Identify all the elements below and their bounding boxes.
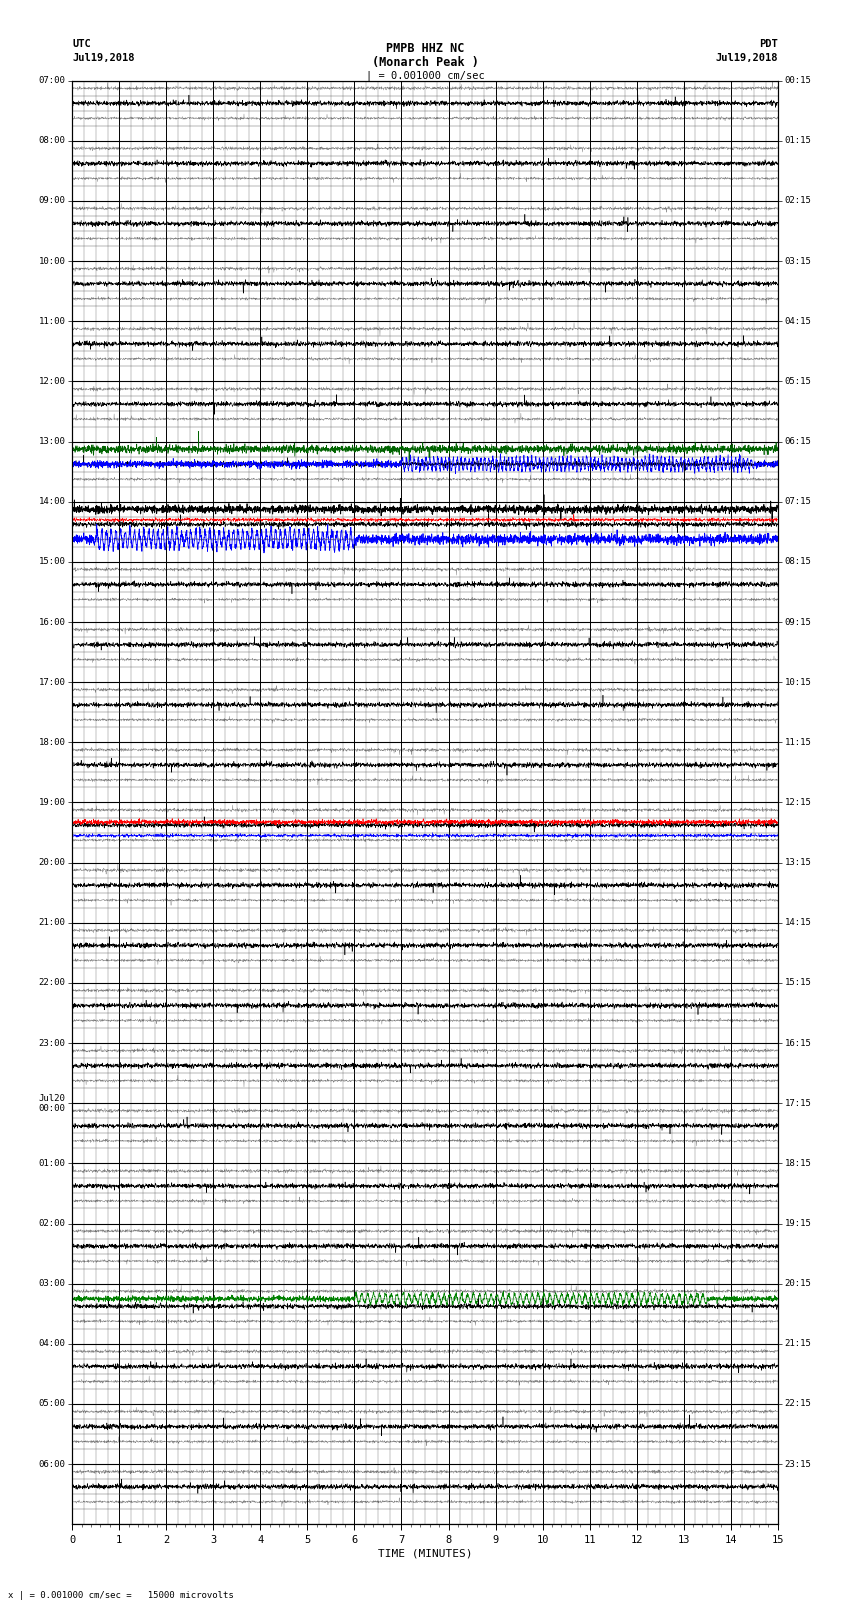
Text: PMPB HHZ NC: PMPB HHZ NC — [386, 42, 464, 55]
Text: Jul19,2018: Jul19,2018 — [72, 53, 135, 63]
Text: UTC: UTC — [72, 39, 91, 48]
Text: (Monarch Peak ): (Monarch Peak ) — [371, 56, 479, 69]
Text: | = 0.001000 cm/sec: | = 0.001000 cm/sec — [366, 71, 484, 82]
Text: PDT: PDT — [759, 39, 778, 48]
Text: x | = 0.001000 cm/sec =   15000 microvolts: x | = 0.001000 cm/sec = 15000 microvolts — [8, 1590, 235, 1600]
X-axis label: TIME (MINUTES): TIME (MINUTES) — [377, 1548, 473, 1558]
Text: Jul19,2018: Jul19,2018 — [715, 53, 778, 63]
